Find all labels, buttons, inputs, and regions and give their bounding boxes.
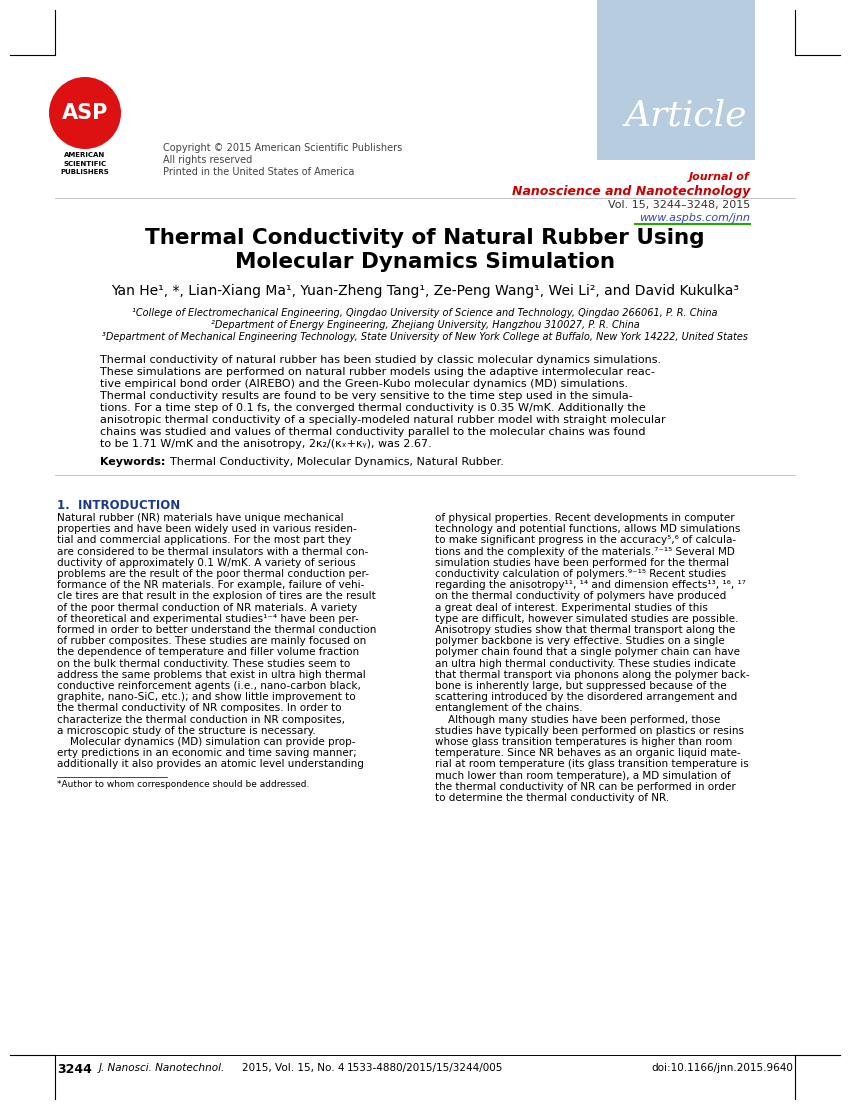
Text: simulation studies have been performed for the thermal: simulation studies have been performed f… xyxy=(435,558,729,568)
Text: much lower than room temperature), a MD simulation of: much lower than room temperature), a MD … xyxy=(435,771,731,781)
Text: to be 1.71 W/mK and the anisotropy, 2κ₂/(κₓ+κᵧ), was 2.67.: to be 1.71 W/mK and the anisotropy, 2κ₂/… xyxy=(100,439,432,449)
Text: *Author to whom correspondence should be addressed.: *Author to whom correspondence should be… xyxy=(57,780,309,788)
Text: tive empirical bond order (AIREBO) and the Green-Kubo molecular dynamics (MD) si: tive empirical bond order (AIREBO) and t… xyxy=(100,379,628,389)
Text: to determine the thermal conductivity of NR.: to determine the thermal conductivity of… xyxy=(435,793,669,803)
Text: that thermal transport via phonons along the polymer back-: that thermal transport via phonons along… xyxy=(435,670,750,680)
Text: Yan He¹, *, Lian-Xiang Ma¹, Yuan-Zheng Tang¹, Ze-Peng Wang¹, Wei Li², and David : Yan He¹, *, Lian-Xiang Ma¹, Yuan-Zheng T… xyxy=(111,284,739,298)
Text: an ultra high thermal conductivity. These studies indicate: an ultra high thermal conductivity. Thes… xyxy=(435,659,736,669)
Text: tions and the complexity of the materials.⁷⁻¹⁵ Several MD: tions and the complexity of the material… xyxy=(435,547,735,557)
Text: www.aspbs.com/jnn: www.aspbs.com/jnn xyxy=(639,213,750,223)
Text: a microscopic study of the structure is necessary.: a microscopic study of the structure is … xyxy=(57,725,315,735)
Text: the thermal conductivity of NR composites. In order to: the thermal conductivity of NR composite… xyxy=(57,703,342,713)
Text: regarding the anisotropy¹¹, ¹⁴ and dimension effects¹³, ¹⁶, ¹⁷: regarding the anisotropy¹¹, ¹⁴ and dimen… xyxy=(435,580,746,590)
Text: Vol. 15, 3244–3248, 2015: Vol. 15, 3244–3248, 2015 xyxy=(608,200,750,210)
Text: chains was studied and values of thermal conductivity parallel to the molecular : chains was studied and values of thermal… xyxy=(100,427,645,437)
Text: J. Nanosci. Nanotechnol.: J. Nanosci. Nanotechnol. xyxy=(99,1064,225,1074)
Text: additionally it also provides an atomic level understanding: additionally it also provides an atomic … xyxy=(57,760,364,770)
Text: AMERICAN
SCIENTIFIC
PUBLISHERS: AMERICAN SCIENTIFIC PUBLISHERS xyxy=(60,152,110,175)
Ellipse shape xyxy=(49,77,121,149)
Text: Article: Article xyxy=(625,99,747,132)
Text: 1533-4880/2015/15/3244/005: 1533-4880/2015/15/3244/005 xyxy=(347,1064,503,1074)
Text: ductivity of approximately 0.1 W/mK. A variety of serious: ductivity of approximately 0.1 W/mK. A v… xyxy=(57,558,355,568)
Text: Thermal Conductivity of Natural Rubber Using: Thermal Conductivity of Natural Rubber U… xyxy=(145,228,705,248)
Text: Although many studies have been performed, those: Although many studies have been performe… xyxy=(435,714,720,724)
Text: the thermal conductivity of NR can be performed in order: the thermal conductivity of NR can be pe… xyxy=(435,782,736,792)
Text: Thermal conductivity of natural rubber has been studied by classic molecular dyn: Thermal conductivity of natural rubber h… xyxy=(100,355,661,365)
Text: anisotropic thermal conductivity of a specially-modeled natural rubber model wit: anisotropic thermal conductivity of a sp… xyxy=(100,415,666,425)
Text: tial and commercial applications. For the most part they: tial and commercial applications. For th… xyxy=(57,536,351,546)
Text: on the thermal conductivity of polymers have produced: on the thermal conductivity of polymers … xyxy=(435,591,726,601)
Text: bone is inherently large, but suppressed because of the: bone is inherently large, but suppressed… xyxy=(435,681,727,691)
Text: Anisotropy studies show that thermal transport along the: Anisotropy studies show that thermal tra… xyxy=(435,625,735,635)
Text: conductive reinforcement agents (i.e., nano-carbon black,: conductive reinforcement agents (i.e., n… xyxy=(57,681,361,691)
Text: doi:10.1166/jnn.2015.9640: doi:10.1166/jnn.2015.9640 xyxy=(651,1064,793,1074)
Text: Copyright © 2015 American Scientific Publishers: Copyright © 2015 American Scientific Pub… xyxy=(163,143,402,153)
Text: polymer backbone is very effective. Studies on a single: polymer backbone is very effective. Stud… xyxy=(435,637,725,647)
Text: address the same problems that exist in ultra high thermal: address the same problems that exist in … xyxy=(57,670,366,680)
Text: of theoretical and experimental studies¹⁻⁴ have been per-: of theoretical and experimental studies¹… xyxy=(57,613,359,623)
Text: ASP: ASP xyxy=(62,103,108,123)
Text: technology and potential functions, allows MD simulations: technology and potential functions, allo… xyxy=(435,525,740,535)
Text: characterize the thermal conduction in NR composites,: characterize the thermal conduction in N… xyxy=(57,714,345,724)
Text: 2015, Vol. 15, No. 4: 2015, Vol. 15, No. 4 xyxy=(242,1064,344,1074)
Text: of the poor thermal conduction of NR materials. A variety: of the poor thermal conduction of NR mat… xyxy=(57,602,357,612)
Text: on the bulk thermal conductivity. These studies seem to: on the bulk thermal conductivity. These … xyxy=(57,659,350,669)
Bar xyxy=(597,0,755,160)
Text: rial at room temperature (its glass transition temperature is: rial at room temperature (its glass tran… xyxy=(435,760,749,770)
Text: erty predictions in an economic and time saving manner;: erty predictions in an economic and time… xyxy=(57,749,357,759)
Text: of rubber composites. These studies are mainly focused on: of rubber composites. These studies are … xyxy=(57,637,366,647)
Text: problems are the result of the poor thermal conduction per-: problems are the result of the poor ther… xyxy=(57,569,369,579)
Text: entanglement of the chains.: entanglement of the chains. xyxy=(435,703,582,713)
Text: conductivity calculation of polymers.⁹⁻¹⁵ Recent studies: conductivity calculation of polymers.⁹⁻¹… xyxy=(435,569,726,579)
Text: Natural rubber (NR) materials have unique mechanical: Natural rubber (NR) materials have uniqu… xyxy=(57,513,343,523)
Text: All rights reserved: All rights reserved xyxy=(163,155,252,165)
Text: polymer chain found that a single polymer chain can have: polymer chain found that a single polyme… xyxy=(435,648,740,658)
Text: These simulations are performed on natural rubber models using the adaptive inte: These simulations are performed on natur… xyxy=(100,367,654,377)
Text: Printed in the United States of America: Printed in the United States of America xyxy=(163,167,354,177)
Text: Journal of: Journal of xyxy=(689,172,750,182)
Text: graphite, nano-SiC, etc.); and show little improvement to: graphite, nano-SiC, etc.); and show litt… xyxy=(57,692,355,702)
Text: 1.  INTRODUCTION: 1. INTRODUCTION xyxy=(57,499,180,512)
Text: Thermal conductivity results are found to be very sensitive to the time step use: Thermal conductivity results are found t… xyxy=(100,391,632,401)
Text: Thermal Conductivity, Molecular Dynamics, Natural Rubber.: Thermal Conductivity, Molecular Dynamics… xyxy=(163,457,504,467)
Text: Molecular dynamics (MD) simulation can provide prop-: Molecular dynamics (MD) simulation can p… xyxy=(57,737,355,747)
Text: formed in order to better understand the thermal conduction: formed in order to better understand the… xyxy=(57,625,377,635)
Text: Molecular Dynamics Simulation: Molecular Dynamics Simulation xyxy=(235,252,615,272)
Text: type are difficult, however simulated studies are possible.: type are difficult, however simulated st… xyxy=(435,613,739,623)
Text: cle tires are that result in the explosion of tires are the result: cle tires are that result in the explosi… xyxy=(57,591,376,601)
Text: the dependence of temperature and filler volume fraction: the dependence of temperature and filler… xyxy=(57,648,359,658)
Text: whose glass transition temperatures is higher than room: whose glass transition temperatures is h… xyxy=(435,737,732,747)
Text: Nanoscience and Nanotechnology: Nanoscience and Nanotechnology xyxy=(512,185,750,199)
Text: 3244: 3244 xyxy=(57,1064,92,1076)
Text: tions. For a time step of 0.1 fs, the converged thermal conductivity is 0.35 W/m: tions. For a time step of 0.1 fs, the co… xyxy=(100,403,646,413)
Text: are considered to be thermal insulators with a thermal con-: are considered to be thermal insulators … xyxy=(57,547,368,557)
Text: formance of the NR materials. For example, failure of vehi-: formance of the NR materials. For exampl… xyxy=(57,580,365,590)
Text: to make significant progress in the accuracy⁵,⁶ of calcula-: to make significant progress in the accu… xyxy=(435,536,736,546)
Text: Keywords:: Keywords: xyxy=(100,457,166,467)
Text: studies have typically been performed on plastics or resins: studies have typically been performed on… xyxy=(435,725,744,735)
Text: scattering introduced by the disordered arrangement and: scattering introduced by the disordered … xyxy=(435,692,737,702)
Text: properties and have been widely used in various residen-: properties and have been widely used in … xyxy=(57,525,357,535)
Text: ³Department of Mechanical Engineering Technology, State University of New York C: ³Department of Mechanical Engineering Te… xyxy=(102,332,748,342)
Text: temperature. Since NR behaves as an organic liquid mate-: temperature. Since NR behaves as an orga… xyxy=(435,749,740,759)
Text: of physical properties. Recent developments in computer: of physical properties. Recent developme… xyxy=(435,513,734,523)
Text: ¹College of Electromechanical Engineering, Qingdao University of Science and Tec: ¹College of Electromechanical Engineerin… xyxy=(133,308,717,318)
Text: ²Department of Energy Engineering, Zhejiang University, Hangzhou 310027, P. R. C: ²Department of Energy Engineering, Zheji… xyxy=(211,321,639,330)
Text: a great deal of interest. Experimental studies of this: a great deal of interest. Experimental s… xyxy=(435,602,708,612)
